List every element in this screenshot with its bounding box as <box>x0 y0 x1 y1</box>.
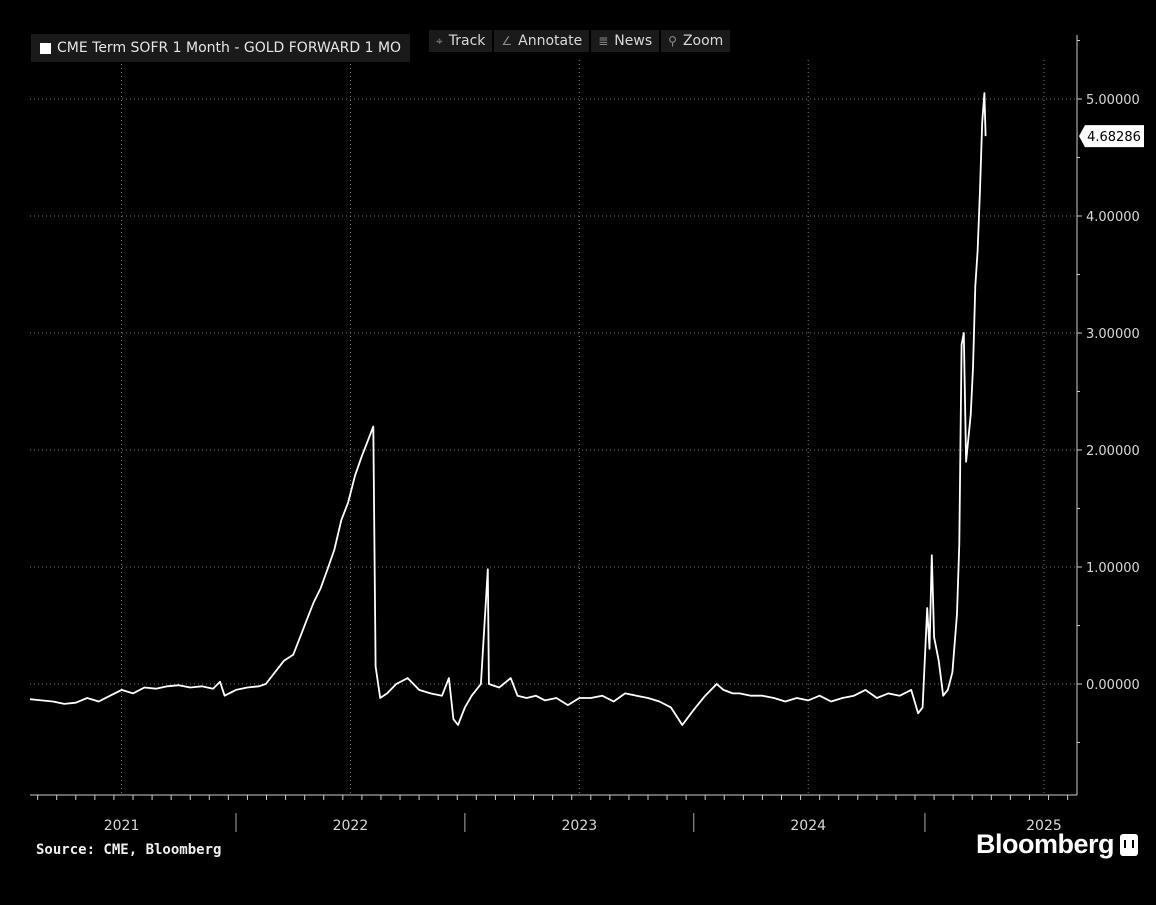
news-button[interactable]: ≣ News <box>591 30 660 52</box>
bloomberg-logo: Bloomberg <box>976 829 1139 860</box>
legend: CME Term SOFR 1 Month - GOLD FORWARD 1 M… <box>31 34 411 62</box>
x-tick-label: 2025 <box>1026 818 1062 834</box>
zoom-label: Zoom <box>682 33 724 49</box>
news-icon: ≣ <box>598 34 609 48</box>
annotate-icon: ∠ <box>501 34 513 48</box>
track-button[interactable]: ⌖ Track <box>429 30 493 52</box>
x-tick-label: 2022 <box>333 818 369 834</box>
y-tick-label: 5.00000 <box>1086 93 1140 108</box>
zoom-icon: ⚲ <box>668 34 677 48</box>
annotate-label: Annotate <box>518 33 583 49</box>
annotate-button[interactable]: ∠ Annotate <box>494 30 590 52</box>
track-icon: ⌖ <box>436 33 443 48</box>
bloomberg-mark-icon <box>1120 833 1139 856</box>
chart-toolbar: ⌖ Track ∠ Annotate ≣ News ⚲ Zoom <box>429 30 732 52</box>
zoom-button[interactable]: ⚲ Zoom <box>661 30 731 52</box>
last-value-label: 4.68286 <box>1087 130 1141 145</box>
y-tick-label: 2.00000 <box>1086 444 1140 459</box>
y-tick-label: 1.00000 <box>1086 561 1140 576</box>
x-tick-label: 2023 <box>562 818 598 834</box>
series-line <box>29 92 987 726</box>
y-tick-label: 0.00000 <box>1086 678 1140 693</box>
news-label: News <box>614 33 653 49</box>
brand-name: Bloomberg <box>976 829 1115 859</box>
legend-swatch <box>40 42 51 54</box>
track-label: Track <box>448 33 486 49</box>
x-tick-label: 2024 <box>790 818 826 834</box>
legend-label: CME Term SOFR 1 Month - GOLD FORWARD 1 M… <box>57 40 402 56</box>
last-value-marker <box>1079 125 1144 148</box>
y-tick-label: 4.00000 <box>1086 210 1140 225</box>
x-tick-label: 2021 <box>104 818 140 834</box>
y-tick-label: 3.00000 <box>1086 327 1140 342</box>
source-note: Source: CME, Bloomberg <box>36 842 222 858</box>
